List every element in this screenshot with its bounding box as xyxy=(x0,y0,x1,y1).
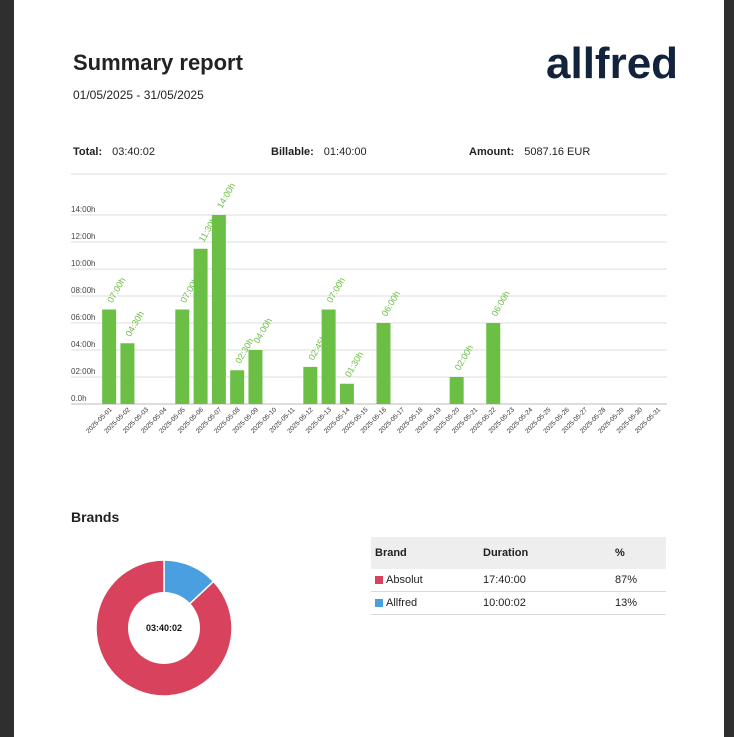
bar-data-label: 01:30h xyxy=(343,350,365,379)
brand-name: Absolut xyxy=(386,574,423,586)
donut-hole xyxy=(128,592,200,664)
allfred-logo: allfred xyxy=(546,39,678,88)
duration-cell: 17:40:00 xyxy=(482,569,614,592)
header-percent: % xyxy=(614,537,666,569)
bar xyxy=(376,323,391,404)
amount-stat: Amount: 5087.16 EUR xyxy=(469,146,590,158)
percent-cell: 87% xyxy=(614,569,666,592)
billable-label: Billable: xyxy=(271,146,314,158)
bar xyxy=(339,383,354,404)
y-tick-label: 12:00h xyxy=(71,232,95,241)
y-tick-label: 04:00h xyxy=(71,340,95,349)
brand-cell: Allfred xyxy=(371,591,482,615)
bar-data-label: 07:00h xyxy=(325,276,347,305)
brands-donut-chart: 03:40:02 xyxy=(95,559,233,697)
total-label: Total: xyxy=(73,146,103,158)
absolut-swatch xyxy=(375,576,383,584)
bar xyxy=(486,323,501,404)
header-duration: Duration xyxy=(482,537,614,569)
brand-cell: Absolut xyxy=(371,569,482,592)
bar xyxy=(449,377,464,404)
y-tick-label: 10:00h xyxy=(71,259,95,268)
y-tick-label: 02:00h xyxy=(71,367,95,376)
donut-center-label: 03:40:02 xyxy=(146,623,182,633)
bar xyxy=(230,370,245,404)
total-stat: Total: 03:40:02 xyxy=(73,146,155,158)
bar xyxy=(248,350,263,404)
logo-text: allfred xyxy=(546,39,678,88)
bar xyxy=(303,366,318,404)
table-row: Allfred 10:00:02 13% xyxy=(371,591,666,615)
brands-title: Brands xyxy=(71,509,120,525)
bar-data-label: 04:30h xyxy=(124,309,146,338)
page-title: Summary report xyxy=(73,50,243,75)
y-tick-label: 0.0h xyxy=(71,394,87,403)
total-value: 03:40:02 xyxy=(112,146,155,158)
bar xyxy=(175,309,190,404)
y-tick-label: 08:00h xyxy=(71,286,95,295)
bar xyxy=(193,248,208,404)
y-tick-label: 06:00h xyxy=(71,313,95,322)
y-tick-label: 14:00h xyxy=(71,205,95,214)
billable-value: 01:40:00 xyxy=(323,146,367,158)
bar xyxy=(321,309,336,404)
bar xyxy=(120,343,135,404)
table-row: Absolut 17:40:00 87% xyxy=(371,569,666,592)
bar-data-label: 04:00h xyxy=(252,316,274,345)
bar xyxy=(102,309,117,404)
billable-stat: Billable: 01:40:00 xyxy=(271,146,367,158)
bar-data-label: 02:00h xyxy=(453,343,475,372)
bar-data-label: 06:00h xyxy=(380,289,402,318)
report-page: Summary report 01/05/2025 - 31/05/2025 a… xyxy=(14,0,724,737)
amount-value: 5087.16 EUR xyxy=(524,146,591,158)
brand-name: Allfred xyxy=(386,597,418,609)
brands-table: Brand Duration % Absolut 17:40:00 87% Al… xyxy=(371,537,666,615)
allfred-swatch xyxy=(375,599,383,607)
bar-data-label: 14:00h xyxy=(215,181,237,210)
bar-data-label: 07:00h xyxy=(105,276,127,305)
date-range: 01/05/2025 - 31/05/2025 xyxy=(73,88,204,102)
header-brand: Brand xyxy=(371,537,482,569)
bar-data-label: 06:00h xyxy=(489,289,511,318)
bar xyxy=(211,215,226,404)
percent-cell: 13% xyxy=(614,591,666,615)
duration-cell: 10:00:02 xyxy=(482,591,614,615)
daily-hours-bar-chart: 0.0h 02:00h 04:00h 06:00h 08:00h 10:00h 12:00h… xyxy=(71,173,667,435)
amount-label: Amount: xyxy=(469,146,515,158)
table-header-row: Brand Duration % xyxy=(371,537,666,569)
